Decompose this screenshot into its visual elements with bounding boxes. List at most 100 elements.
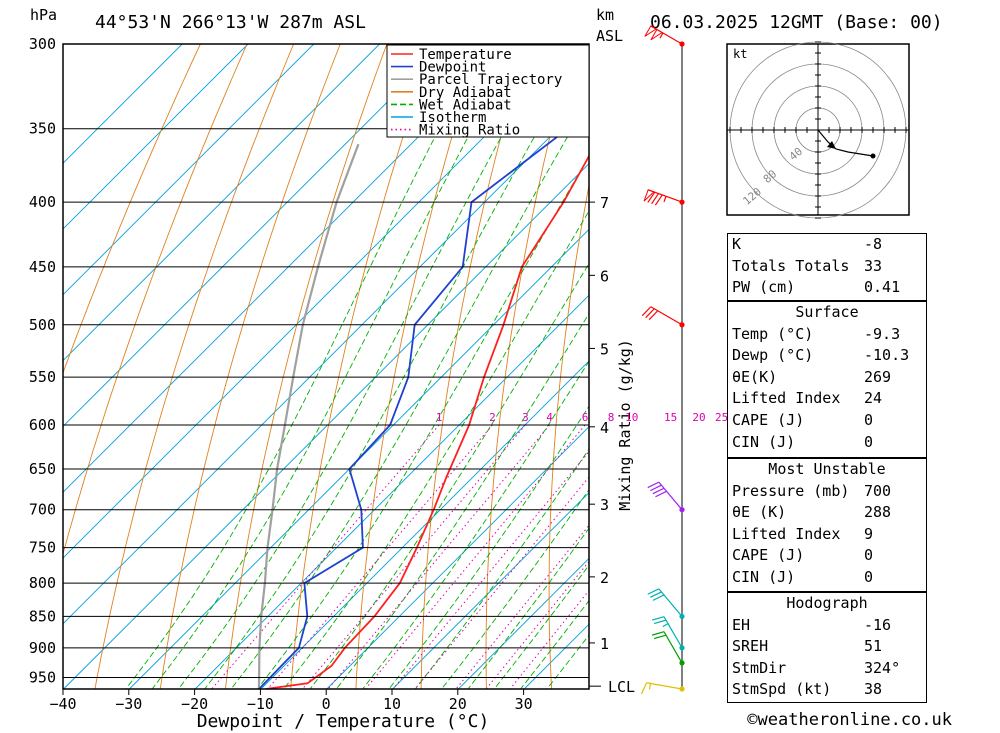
mixing-ratio-line — [455, 524, 589, 689]
wet-adiabat-line — [125, 44, 485, 689]
mixing-ratio-label: 15 — [664, 411, 677, 424]
surface-label: θE(K) — [732, 367, 778, 386]
most-unstable-row: θE (K) 288 — [728, 502, 926, 524]
x-tick-label: 20 — [449, 695, 467, 713]
isotherm-line — [326, 426, 589, 689]
most-unstable-value: 0 — [864, 546, 874, 565]
surface-value: 0 — [864, 410, 874, 429]
footer-credit: ©weatheronline.co.uk — [747, 710, 952, 730]
mixing-ratio-axis-label: Mixing Ratio (g/kg) — [616, 339, 634, 511]
isotherm-line — [63, 44, 183, 164]
storm-motion-arrow — [827, 141, 836, 149]
hodograph-table: Hodograph EH -16 SREH 51 StmDir 324° StmSpd (k… — [727, 592, 927, 703]
most-unstable-row: Lifted Index 9 — [728, 524, 926, 546]
hodograph-value: 38 — [864, 680, 883, 699]
mixing-ratio-label: 25 — [715, 411, 728, 424]
x-tick-label: 0 — [322, 695, 331, 713]
mixing-ratio-line — [327, 424, 551, 689]
pressure-tick-label: 600 — [29, 416, 56, 434]
surface-value: 269 — [864, 367, 892, 386]
surface-value: 24 — [864, 389, 883, 408]
wind-barb — [647, 588, 685, 620]
pressure-tick-label: 300 — [29, 35, 56, 53]
pressure-tick-label: 500 — [29, 316, 56, 334]
mixing-ratio-line — [414, 476, 589, 689]
pw-value: 0.41 — [864, 278, 901, 297]
km-tick-label: 1 — [600, 635, 609, 653]
most-unstable-row: CAPE (J) 0 — [728, 545, 926, 567]
dry-adiabat-line — [420, 44, 528, 689]
dry-adiabat-line — [940, 44, 1000, 706]
most-unstable-row: Pressure (mb) 700 — [728, 481, 926, 503]
x-axis-label: Dewpoint / Temperature (°C) — [197, 711, 490, 732]
mixing-ratio-line — [365, 424, 586, 689]
pw-label: PW (cm) — [732, 278, 796, 297]
mixing-ratio-line — [211, 424, 440, 689]
km-unit-label: km — [596, 6, 614, 24]
isotherm-line — [63, 44, 578, 559]
mixing-ratio-line — [267, 424, 493, 689]
hodograph-endpoint — [870, 153, 876, 159]
dry-adiabat-line — [63, 44, 248, 556]
dry-adiabat-line — [63, 44, 201, 375]
legend-entry: Temperature — [419, 47, 512, 63]
isotherm-line — [63, 97, 589, 625]
isotherm-line — [392, 491, 589, 689]
hodograph-label: StmSpd (kt) — [732, 680, 832, 699]
pressure-tick-label: 800 — [29, 574, 56, 592]
hodograph-value: 324° — [864, 658, 901, 677]
hodograph-row: StmDir 324° — [728, 658, 926, 680]
mixing-ratio-line — [485, 560, 589, 689]
km-tick-label: 4 — [600, 419, 609, 437]
surface-row: θE(K) 269 — [728, 367, 926, 389]
x-tick-label: 30 — [515, 695, 533, 713]
pressure-tick-label: 400 — [29, 193, 56, 211]
most-unstable-value: 700 — [864, 481, 892, 500]
mixing-ratio-label: 2 — [489, 411, 496, 424]
surface-label: Lifted Index — [732, 389, 841, 408]
surface-value: -10.3 — [864, 346, 910, 365]
mixing-ratio-line — [392, 450, 589, 689]
wet-adiabat-line — [204, 44, 589, 689]
legend-entry: Dry Adiabat — [419, 85, 512, 101]
totals-value: 33 — [864, 256, 883, 275]
totals-label: Totals Totals — [732, 256, 850, 275]
wet-adiabat-line — [151, 44, 520, 689]
most-unstable-label: CIN (J) — [732, 567, 796, 586]
surface-label: Dewp (°C) — [732, 346, 814, 365]
wet-adiabat-line — [520, 599, 589, 689]
hodograph-value: -16 — [864, 615, 892, 634]
wet-adiabat-line — [388, 405, 589, 689]
surface-value: -9.3 — [864, 324, 901, 343]
legend-entry: Parcel Trajectory — [419, 72, 562, 88]
wind-barb — [651, 616, 685, 651]
most-unstable-label: CAPE (J) — [732, 546, 805, 565]
dry-adiabat-line — [990, 44, 1000, 706]
isotherm-line — [63, 44, 512, 493]
legend-entry: Mixing Ratio — [419, 123, 520, 139]
dry-adiabat-line — [224, 44, 388, 689]
wind-barb — [647, 481, 685, 513]
most-unstable-label: θE (K) — [732, 503, 787, 522]
isotherm-line — [63, 44, 315, 296]
surface-label: CAPE (J) — [732, 410, 805, 429]
most-unstable-label: Pressure (mb) — [732, 481, 850, 500]
surface-row: Temp (°C) -9.3 — [728, 324, 926, 346]
pressure-tick-label: 900 — [29, 639, 56, 657]
pressure-tick-label: 950 — [29, 669, 56, 687]
km-tick-label: 5 — [600, 340, 609, 358]
pressure-tick-label: 700 — [29, 501, 56, 519]
pressure-tick-label: 650 — [29, 460, 56, 478]
wind-barb — [644, 25, 685, 47]
surface-row: Dewp (°C) -10.3 — [728, 345, 926, 367]
most-unstable-row: CIN (J) 0 — [728, 567, 926, 589]
pressure-tick-label: 450 — [29, 258, 56, 276]
most-unstable-value: 288 — [864, 503, 892, 522]
surface-title: Surface — [795, 303, 859, 321]
indices-table: K -8 Totals Totals 33 PW (cm) 0.41 — [727, 233, 927, 301]
most-unstable-label: Lifted Index — [732, 524, 841, 543]
most-unstable-value: 9 — [864, 524, 874, 543]
wet-adiabat-line — [230, 99, 589, 689]
isotherm-line — [63, 44, 249, 230]
